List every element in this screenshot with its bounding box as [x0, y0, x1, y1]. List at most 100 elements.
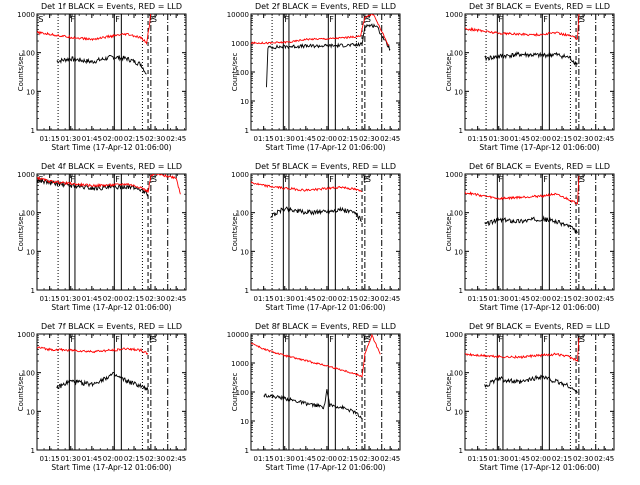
y-tick-label: 100 [236, 210, 249, 218]
x-tick-label: 01:15 [254, 295, 274, 303]
x-tick-label: 01:30 [61, 135, 81, 143]
marker-label: F [329, 175, 334, 184]
marker-label: S [152, 15, 157, 24]
marker-label: E [577, 335, 582, 344]
events-series-line [266, 23, 391, 88]
marker-label: S [366, 335, 371, 344]
lld-series-line [251, 14, 390, 47]
lld-series-line [465, 175, 580, 205]
x-tick-label: 01:30 [489, 295, 509, 303]
x-tick-label: 01:15 [254, 135, 274, 143]
marker-label: F [115, 15, 120, 24]
y-axis-label: Counts/sec [231, 53, 239, 92]
x-tick-label: 01:15 [40, 295, 60, 303]
marker-label: S [152, 175, 157, 184]
marker-label: E [149, 15, 154, 24]
y-tick-label: 100 [236, 69, 249, 77]
events-series-line [484, 51, 578, 67]
y-axis-label: Counts/sec [17, 53, 25, 92]
x-tick-label: 02:45 [166, 295, 186, 303]
x-tick-label: 02:00 [103, 135, 123, 143]
x-tick-label: 02:30 [573, 295, 593, 303]
panel-det-8: Det 8f BLACK = Events, RED = LLD 1 10 100 10… [227, 322, 401, 472]
x-tick-label: 02:30 [359, 455, 379, 463]
y-tick-label: 1000 [17, 11, 35, 19]
x-tick-label: 01:45 [510, 295, 530, 303]
plot-frame [250, 173, 401, 291]
marker-label: F [543, 15, 548, 24]
y-axis-label: Counts/sec [445, 213, 453, 252]
x-tick-label: 02:45 [594, 295, 614, 303]
y-axis-label: Counts/sec [445, 373, 453, 412]
x-tick-label: 01:15 [468, 135, 488, 143]
x-tick-label: 01:30 [61, 295, 81, 303]
marker-label: E [149, 175, 154, 184]
events-series-line [484, 215, 578, 234]
y-tick-label: 10 [26, 88, 35, 96]
plot-frame [36, 173, 187, 291]
lld-series-line [37, 14, 152, 45]
x-tick-label: 02:15 [124, 295, 144, 303]
x-axis-label: Start Time (17-Apr-12 01:06:00) [479, 463, 599, 472]
x-tick-label: 01:30 [61, 455, 81, 463]
y-tick-label: 1 [31, 127, 35, 135]
y-axis-label: Counts/sec [17, 213, 25, 252]
x-tick-label: 01:45 [510, 135, 530, 143]
marker-label: S [366, 15, 371, 24]
y-tick-label: 1000 [445, 171, 463, 179]
x-tick-label: 02:15 [552, 455, 572, 463]
panel-title: Det 6f BLACK = Events, RED = LLD [469, 162, 610, 171]
x-tick-label: 01:15 [468, 295, 488, 303]
lld-series-line [465, 337, 580, 363]
x-tick-label: 02:15 [552, 135, 572, 143]
x-tick-label: 01:15 [40, 135, 60, 143]
x-axis-label: Start Time (17-Apr-12 01:06:00) [479, 303, 599, 312]
panel-det-6: Det 6f BLACK = Events, RED = LLD 1 10 100 10… [445, 162, 615, 312]
x-tick-label: 02:15 [338, 135, 358, 143]
corner-label: S [38, 15, 43, 24]
x-tick-label: 01:45 [510, 455, 530, 463]
x-tick-label: 02:00 [317, 135, 337, 143]
y-tick-label: 1000 [231, 171, 249, 179]
panel-title: Det 3f BLACK = Events, RED = LLD [469, 2, 610, 11]
panel-det-3: Det 3f BLACK = Events, RED = LLD 1 10 100 10… [445, 2, 615, 152]
y-tick-label: 10 [454, 248, 463, 256]
lld-series-line [37, 346, 149, 355]
marker-label: F [543, 175, 548, 184]
x-tick-label: 01:15 [468, 455, 488, 463]
y-tick-label: 1000 [231, 360, 249, 368]
marker-label: F [70, 175, 75, 184]
marker-label: S [366, 175, 371, 184]
y-tick-label: 10 [454, 408, 463, 416]
x-tick-label: 02:30 [359, 295, 379, 303]
x-tick-label: 02:15 [338, 455, 358, 463]
y-tick-label: 10 [26, 408, 35, 416]
y-tick-label: 100 [450, 50, 463, 58]
plot-frame [464, 173, 615, 291]
marker-label: F [329, 15, 334, 24]
events-series-line [56, 371, 149, 391]
y-tick-label: 10 [454, 88, 463, 96]
x-tick-label: 02:00 [317, 295, 337, 303]
x-tick-label: 02:15 [338, 295, 358, 303]
x-tick-label: 01:30 [275, 455, 295, 463]
x-tick-label: 02:45 [594, 135, 614, 143]
marker-label: S [580, 175, 585, 184]
marker-label: F [70, 335, 75, 344]
plot-frame [36, 13, 187, 131]
panel-title: Det 4f BLACK = Events, RED = LLD [41, 162, 182, 171]
y-tick-label: 1000 [17, 331, 35, 339]
marker-label: F [115, 175, 120, 184]
panel-title: Det 2f BLACK = Events, RED = LLD [255, 2, 396, 11]
x-tick-label: 01:45 [296, 295, 316, 303]
y-tick-label: 1 [31, 287, 35, 295]
x-tick-label: 02:45 [166, 135, 186, 143]
y-tick-label: 10000 [227, 331, 249, 339]
marker-label: S [152, 335, 157, 344]
marker-label: E [363, 335, 368, 344]
x-tick-label: 02:30 [145, 295, 165, 303]
y-tick-label: 10 [240, 418, 249, 426]
y-tick-label: 1 [245, 127, 249, 135]
y-tick-label: 1 [459, 447, 463, 455]
